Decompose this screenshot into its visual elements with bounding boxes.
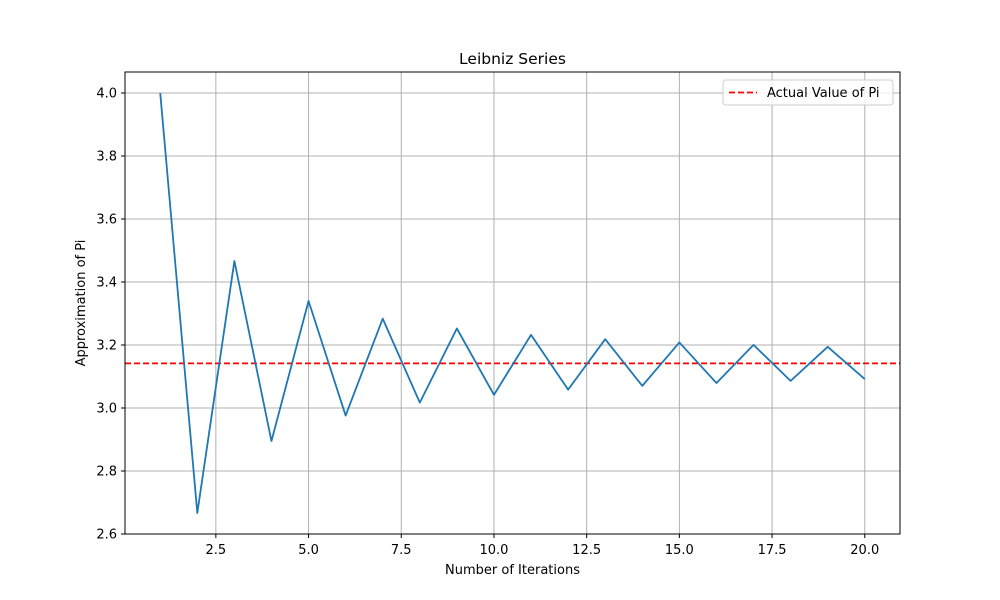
y-tick-label: 3.6 bbox=[96, 213, 117, 228]
plot-frame bbox=[124, 71, 901, 535]
legend-label-pi: Actual Value of Pi bbox=[767, 86, 880, 101]
series-lines bbox=[159, 92, 866, 514]
y-axis-ticks: 2.6 2.8 3.0 3.2 3.4 3.6 3.8 4.0 bbox=[96, 87, 125, 543]
x-tick-label: 20.0 bbox=[850, 543, 879, 558]
x-tick-label: 2.5 bbox=[206, 543, 227, 558]
chart-title: Leibniz Series bbox=[459, 50, 566, 68]
x-tick-label: 15.0 bbox=[665, 543, 694, 558]
y-tick-label: 4.0 bbox=[96, 87, 117, 102]
leibniz-series-line bbox=[159, 92, 866, 514]
y-tick-label: 2.8 bbox=[96, 465, 117, 480]
x-tick-label: 17.5 bbox=[758, 543, 787, 558]
y-tick-label: 3.4 bbox=[96, 276, 117, 291]
x-axis-label: Number of Iterations bbox=[445, 563, 580, 578]
x-tick-label: 12.5 bbox=[572, 543, 601, 558]
x-axis-ticks: 2.5 5.0 7.5 10.0 12.5 15.0 17.5 20.0 bbox=[206, 534, 879, 558]
x-tick-label: 5.0 bbox=[298, 543, 319, 558]
y-axis-label: Approximation of Pi bbox=[74, 240, 89, 367]
y-tick-label: 3.2 bbox=[96, 339, 117, 354]
y-tick-label: 3.8 bbox=[96, 150, 117, 165]
y-tick-label: 3.0 bbox=[96, 402, 117, 417]
x-tick-label: 10.0 bbox=[479, 543, 508, 558]
x-tick-label: 7.5 bbox=[391, 543, 412, 558]
legend: Actual Value of Pi bbox=[722, 79, 894, 106]
legend-box bbox=[722, 79, 894, 106]
y-tick-label: 2.6 bbox=[96, 528, 117, 543]
